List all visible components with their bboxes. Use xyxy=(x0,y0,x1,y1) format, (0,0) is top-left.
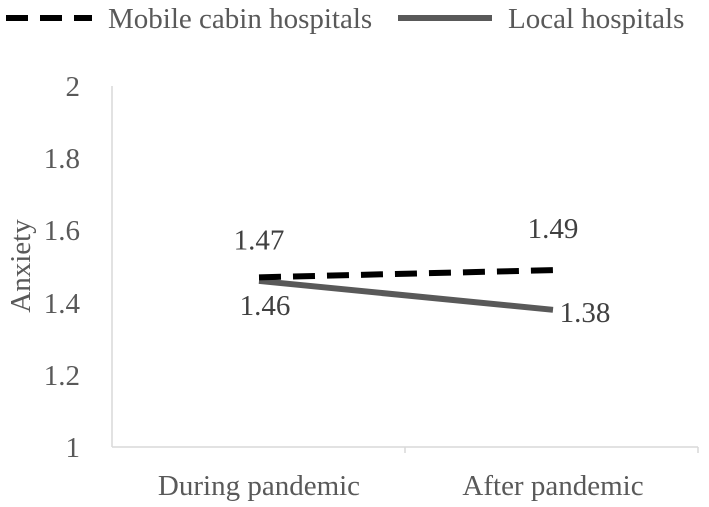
y-tick-label: 1.6 xyxy=(44,215,80,247)
x-category-label-during: During pandemic xyxy=(158,470,360,502)
legend: Mobile cabin hospitals Local hospitals xyxy=(6,3,684,35)
y-tick-label: 1 xyxy=(66,432,81,464)
y-tick-label: 2 xyxy=(66,71,81,103)
legend-label-mobile: Mobile cabin hospitals xyxy=(108,3,372,35)
x-category-label-after: After pandemic xyxy=(462,470,643,502)
data-label-local-during: 1.46 xyxy=(240,290,291,322)
data-label-mobile-after: 1.49 xyxy=(528,213,579,245)
y-tick-label: 1.2 xyxy=(44,360,80,392)
series-line-mobile-cabin-hospitals xyxy=(258,267,554,281)
legend-label-local: Local hospitals xyxy=(508,3,684,35)
y-tick-label: 1.4 xyxy=(44,288,81,320)
legend-item-local: Local hospitals xyxy=(398,3,684,35)
y-tick-label: 1.8 xyxy=(44,143,80,175)
y-axis-label: Anxiety xyxy=(5,219,37,313)
legend-item-mobile: Mobile cabin hospitals xyxy=(6,3,372,35)
y-tick-labels: 1 1.2 1.4 1.6 1.8 2 xyxy=(44,71,81,464)
data-label-local-after: 1.38 xyxy=(560,297,611,329)
data-label-mobile-during: 1.47 xyxy=(234,224,285,256)
series-line-local-hospitals xyxy=(258,277,554,313)
